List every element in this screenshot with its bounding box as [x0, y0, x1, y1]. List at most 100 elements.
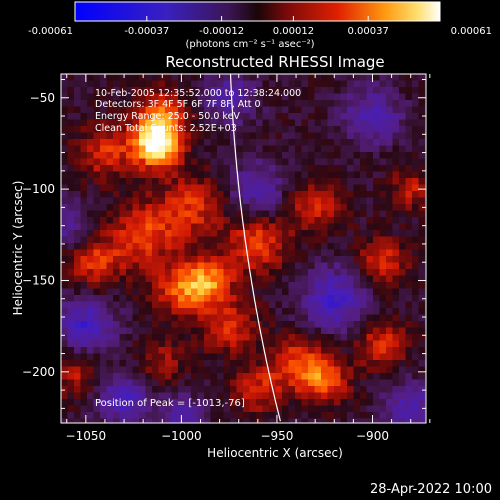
heatmap-cell: [106, 301, 114, 309]
heatmap-cell: [210, 145, 218, 153]
heatmap-cell: [152, 249, 160, 257]
heatmap-cell: [399, 366, 407, 374]
heatmap-cell: [223, 340, 231, 348]
heatmap-cell: [191, 321, 199, 329]
heatmap-cell: [132, 74, 140, 82]
heatmap-cell: [412, 308, 420, 316]
heatmap-cell: [230, 210, 238, 218]
heatmap-cell: [87, 184, 95, 192]
heatmap-cell: [301, 412, 309, 420]
heatmap-cell: [373, 191, 381, 199]
heatmap-cell: [171, 217, 179, 225]
heatmap-cell: [67, 230, 75, 238]
heatmap-cell: [418, 340, 426, 348]
heatmap-cell: [61, 87, 69, 95]
heatmap-cell: [301, 353, 309, 361]
heatmap-cell: [132, 314, 140, 322]
heatmap-cell: [379, 366, 387, 374]
heatmap-cell: [158, 243, 166, 251]
heatmap-cell: [230, 366, 238, 374]
heatmap-cell: [366, 204, 374, 212]
heatmap-cell: [210, 288, 218, 296]
heatmap-cell: [74, 340, 82, 348]
heatmap-cell: [334, 158, 342, 166]
heatmap-cell: [93, 353, 101, 361]
heatmap-cell: [204, 373, 212, 381]
heatmap-cell: [392, 399, 400, 407]
heatmap-cell: [119, 210, 127, 218]
heatmap-cell: [243, 308, 251, 316]
heatmap-cell: [171, 197, 179, 205]
heatmap-cell: [93, 327, 101, 335]
heatmap-cell: [197, 340, 205, 348]
heatmap-cell: [87, 152, 95, 160]
heatmap-cell: [386, 119, 394, 127]
heatmap-cell: [249, 288, 257, 296]
heatmap-cell: [392, 139, 400, 147]
heatmap-cell: [275, 327, 283, 335]
heatmap-cell: [347, 327, 355, 335]
heatmap-cell: [262, 106, 270, 114]
heatmap-cell: [418, 405, 426, 413]
heatmap-cell: [373, 405, 381, 413]
heatmap-cell: [145, 223, 153, 231]
heatmap-cell: [249, 405, 257, 413]
heatmap-cell: [184, 256, 192, 264]
heatmap-cell: [327, 327, 335, 335]
heatmap-cell: [418, 282, 426, 290]
heatmap-cell: [61, 321, 69, 329]
heatmap-cell: [145, 217, 153, 225]
heatmap-cell: [106, 230, 114, 238]
heatmap-cell: [100, 158, 108, 166]
heatmap-cell: [366, 100, 374, 108]
colorbar-tick-label: -0.00037: [124, 26, 169, 37]
heatmap-cell: [158, 197, 166, 205]
heatmap-cell: [61, 243, 69, 251]
heatmap-cell: [275, 204, 283, 212]
heatmap-cell: [210, 243, 218, 251]
heatmap-cell: [236, 126, 244, 134]
heatmap-cell: [275, 269, 283, 277]
heatmap-cell: [74, 100, 82, 108]
heatmap-cell: [321, 314, 329, 322]
heatmap-cell: [67, 178, 75, 186]
heatmap-cell: [425, 119, 426, 127]
heatmap-cell: [412, 347, 420, 355]
heatmap-cell: [243, 373, 251, 381]
heatmap-cell: [321, 353, 329, 361]
heatmap-cell: [230, 353, 238, 361]
heatmap-cell: [412, 80, 420, 88]
heatmap-cell: [308, 321, 316, 329]
heatmap-cell: [93, 275, 101, 283]
heatmap-cell: [191, 256, 199, 264]
heatmap-cell: [61, 379, 69, 387]
heatmap-cell: [327, 340, 335, 348]
heatmap-cell: [282, 132, 290, 140]
info-clean-counts: Clean Total Counts: 2.52E+03: [95, 123, 237, 134]
heatmap-cell: [184, 249, 192, 257]
heatmap-cell: [379, 93, 387, 101]
heatmap-cell: [366, 184, 374, 192]
heatmap-cell: [230, 314, 238, 322]
heatmap-cell: [119, 379, 127, 387]
heatmap-cell: [392, 373, 400, 381]
heatmap-cell: [386, 262, 394, 270]
heatmap-cell: [314, 119, 322, 127]
heatmap-cell: [334, 412, 342, 420]
heatmap-cell: [106, 236, 114, 244]
heatmap-cell: [262, 217, 270, 225]
heatmap-cell: [132, 301, 140, 309]
heatmap-cell: [327, 314, 335, 322]
heatmap-cell: [282, 412, 290, 420]
heatmap-cell: [405, 80, 413, 88]
heatmap-cell: [392, 256, 400, 264]
heatmap-cell: [373, 269, 381, 277]
heatmap-cell: [301, 243, 309, 251]
heatmap-cell: [243, 321, 251, 329]
heatmap-cell: [392, 132, 400, 140]
heatmap-cell: [191, 275, 199, 283]
heatmap-cell: [301, 178, 309, 186]
heatmap-cell: [106, 288, 114, 296]
heatmap-cell: [373, 139, 381, 147]
heatmap-cell: [405, 93, 413, 101]
